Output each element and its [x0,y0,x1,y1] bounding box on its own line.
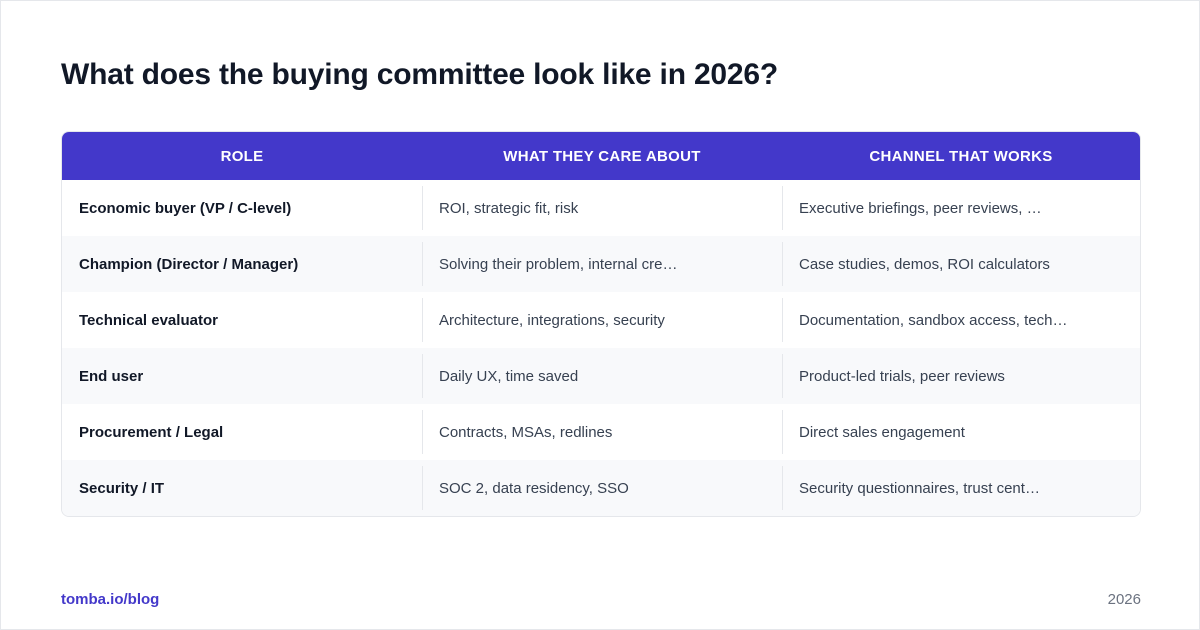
header-role: ROLE [220,147,264,165]
blog-link[interactable]: tomba.io/blog [61,591,160,608]
cell-role: Economic buyer (VP / C-level) [79,199,292,217]
cell-care-about: SOC 2, data residency, SSO [422,460,782,516]
header-care-about: WHAT THEY CARE ABOUT [503,147,701,165]
cell-channel: Documentation, sandbox access, tech… [782,292,1140,348]
table-row: Technical evaluator Architecture, integr… [62,292,1140,348]
cell-role: Security / IT [79,479,165,497]
cell-care-about: Solving their problem, internal cre… [422,236,782,292]
cell-channel: Product-led trials, peer reviews [782,348,1140,404]
table-body: Economic buyer (VP / C-level) ROI, strat… [62,180,1140,516]
cell-channel: Security questionnaires, trust cent… [782,460,1140,516]
cell-role: End user [79,367,144,385]
cell-care-about: Architecture, integrations, security [422,292,782,348]
table-row: Champion (Director / Manager) Solving th… [62,236,1140,292]
cell-role: Technical evaluator [79,311,218,329]
table-row: Procurement / Legal Contracts, MSAs, red… [62,404,1140,460]
cell-channel: Direct sales engagement [782,404,1140,460]
cell-channel: Executive briefings, peer reviews, … [782,180,1140,236]
cell-channel: Case studies, demos, ROI calculators [782,236,1140,292]
table-row: End user Daily UX, time saved Product-le… [62,348,1140,404]
committee-table: ROLE WHAT THEY CARE ABOUT CHANNEL THAT W… [61,131,1141,517]
table-row: Economic buyer (VP / C-level) ROI, strat… [62,180,1140,236]
page-title: What does the buying committee look like… [61,58,779,91]
cell-care-about: Daily UX, time saved [422,348,782,404]
header-channel: CHANNEL THAT WORKS [869,147,1053,165]
table-header: ROLE WHAT THEY CARE ABOUT CHANNEL THAT W… [62,132,1140,180]
cell-care-about: ROI, strategic fit, risk [422,180,782,236]
cell-role: Champion (Director / Manager) [79,255,299,273]
footer-year: 2026 [1107,591,1141,608]
cell-role: Procurement / Legal [79,423,224,441]
cell-care-about: Contracts, MSAs, redlines [422,404,782,460]
table-row: Security / IT SOC 2, data residency, SSO… [62,460,1140,516]
